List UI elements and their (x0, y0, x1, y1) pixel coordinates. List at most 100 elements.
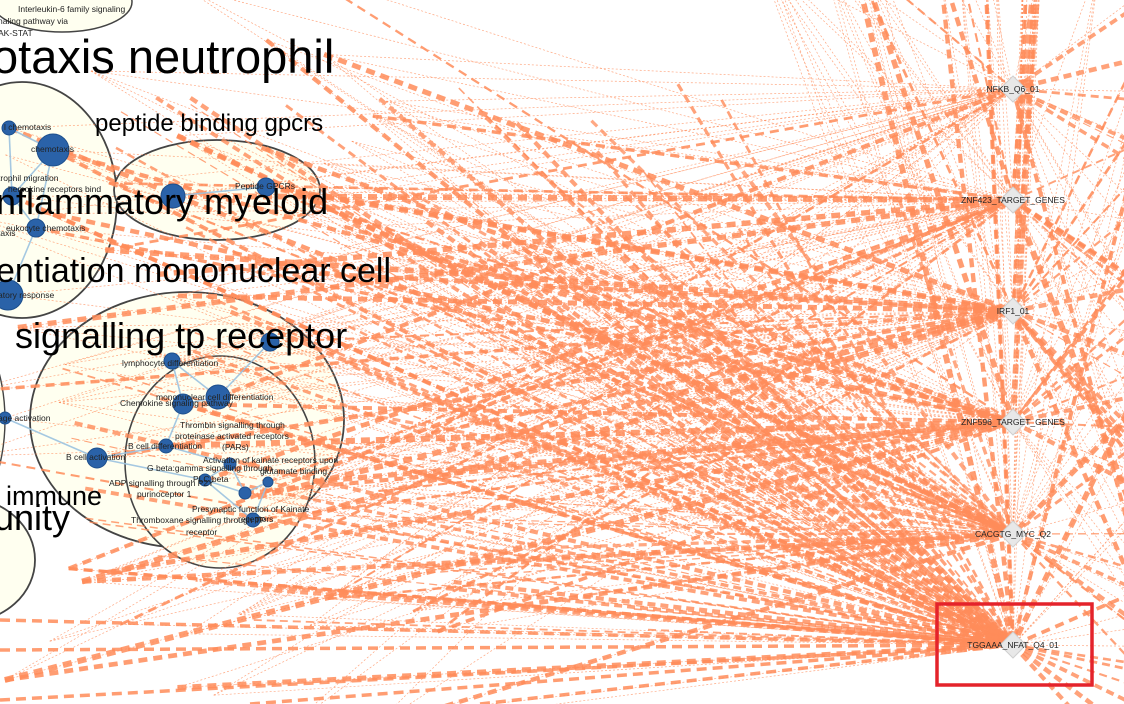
edge (555, 644, 1014, 704)
gene-set-node[interactable] (262, 476, 274, 488)
edge (1012, 245, 1124, 312)
edge-strong (17, 197, 1014, 331)
edge (8, 88, 1014, 129)
edge (177, 135, 1014, 423)
edge-strong (260, 145, 1014, 425)
edge (217, 310, 1014, 398)
edge (4, 417, 1014, 535)
gene-set-node[interactable] (0, 411, 12, 425)
tf-node[interactable] (999, 520, 1027, 548)
edge-strong (244, 419, 1014, 496)
label-plc: PLC beta (193, 474, 229, 484)
label-adp-a: ADP signalling through P2Y (109, 478, 214, 488)
edge (1012, 532, 1124, 568)
edge-strong (1012, 187, 1124, 312)
tf-node[interactable] (999, 186, 1027, 214)
edge (177, 88, 1014, 297)
gene-set-node[interactable] (245, 512, 261, 528)
label-taxis: taxis (0, 228, 15, 238)
edge-bundle (666, 457, 1014, 647)
gene-set-node[interactable] (260, 332, 280, 352)
tf-node-label: ZNF423_TARGET_GENES (961, 195, 1065, 205)
gene-set-node[interactable] (163, 352, 181, 370)
gene-set-node[interactable] (256, 177, 276, 197)
edge (121, 623, 1014, 646)
label-thrombin-b: proteinase activated receptors (175, 431, 289, 441)
gene-set-node[interactable] (1, 120, 17, 136)
tf-node[interactable] (999, 297, 1027, 325)
edge-bundle (590, 119, 1015, 536)
edge (998, 0, 1014, 201)
edge-strong (1010, 411, 1124, 647)
edge-bundle (372, 520, 1014, 535)
tf-node[interactable] (999, 75, 1027, 103)
edge (892, 0, 1014, 312)
edge (1012, 275, 1124, 312)
edge (431, 199, 1014, 434)
gene-set-node[interactable] (0, 279, 24, 311)
edge (1012, 0, 1095, 535)
gene-set-node[interactable] (205, 384, 231, 410)
edge (1012, 643, 1124, 664)
edge (944, 0, 1014, 423)
tf-node[interactable] (999, 631, 1027, 659)
edge (0, 88, 1014, 446)
gene-set-node[interactable] (2, 186, 22, 206)
intra-edge (96, 445, 167, 459)
edge (156, 353, 1014, 423)
gene-set-node[interactable] (223, 457, 237, 471)
edge (7, 199, 1014, 296)
gene-set-node[interactable] (238, 486, 252, 500)
edge-strong (1011, 415, 1124, 536)
edge-bundle (676, 83, 1015, 646)
edge (1012, 310, 1124, 376)
gene-set-node[interactable] (160, 183, 186, 209)
cluster-label-inflammatory-myeloid: nflammatory myeloid (0, 181, 328, 222)
edge (244, 88, 1014, 494)
gene-set-node[interactable] (158, 438, 174, 454)
gene-set-node[interactable] (172, 393, 194, 415)
edge-strong (96, 308, 1014, 461)
edge-bundle (285, 104, 1014, 647)
label-b-diff: B cell differentiation (128, 441, 202, 451)
gene-set-node[interactable] (198, 473, 212, 487)
edge (1012, 319, 1124, 423)
edge-bundle (469, 418, 1014, 536)
cluster-label-unity: unity (0, 497, 70, 538)
edge (1012, 396, 1124, 424)
edge (1012, 376, 1124, 423)
tf-node[interactable] (999, 408, 1027, 436)
edge (1012, 88, 1124, 387)
label-lymphocyte: lymphocyte differentiation (122, 358, 219, 368)
edge-bundle (535, 170, 1014, 535)
edge (1012, 336, 1124, 424)
edge (0, 229, 1014, 646)
gene-set-node[interactable] (86, 447, 108, 469)
edge (108, 88, 1014, 184)
edge (884, 0, 1014, 90)
edge (963, 0, 1014, 423)
label-chemokine-sig: Chemokine signaling pathway (120, 398, 234, 408)
edge-bundle (453, 579, 1014, 648)
edge (1012, 87, 1124, 140)
edge (193, 357, 1014, 646)
label-thrombin-a: Thrombin signalling through (180, 420, 285, 430)
edge (177, 88, 1014, 137)
edge (340, 88, 1014, 249)
edge-strong (256, 308, 1014, 500)
edge (795, 0, 1014, 312)
edge-bundle (637, 245, 1015, 647)
edge (7, 294, 1014, 423)
edge-bundle (365, 451, 1014, 535)
edge-bundle (182, 327, 1014, 646)
edge-bundle (880, 470, 1014, 536)
edge (838, 0, 1014, 423)
edge (261, 147, 1014, 423)
label-thromboxane-b: receptor (186, 527, 217, 537)
gene-set-node[interactable] (26, 218, 46, 238)
edge (278, 501, 1014, 646)
edge (172, 195, 1014, 312)
edge (186, 88, 1014, 635)
gene-set-node[interactable] (36, 133, 70, 167)
